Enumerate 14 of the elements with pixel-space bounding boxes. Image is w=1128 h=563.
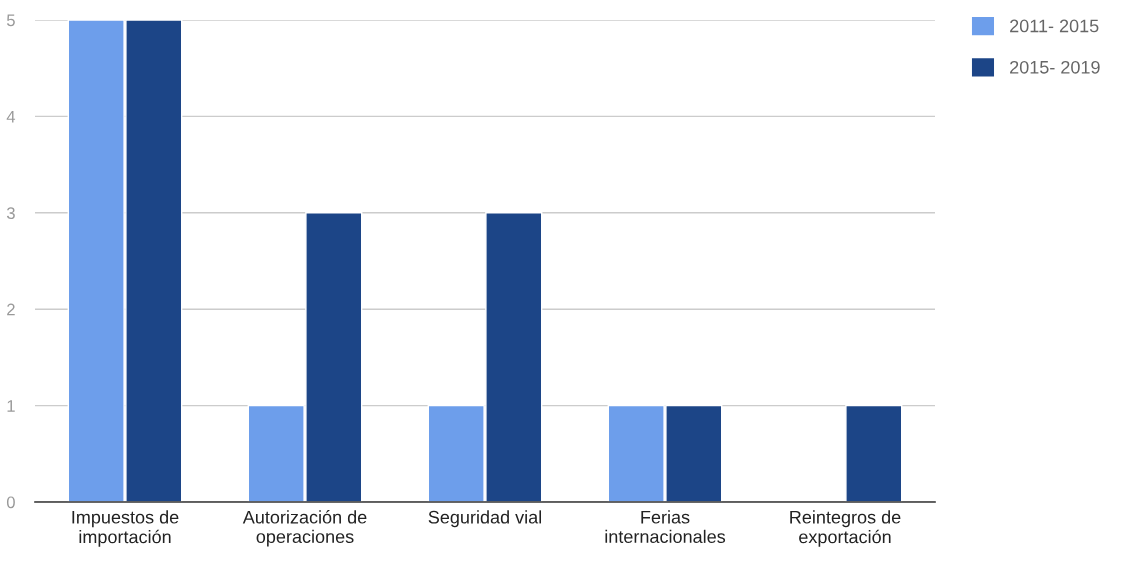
bar	[845, 404, 903, 502]
legend-label: 2011- 2015	[1010, 19, 1099, 33]
y-tick-label: 5	[6, 14, 15, 27]
y-tick-label: 1	[7, 400, 15, 412]
y-tick-label: 3	[6, 207, 15, 219]
x-tick-label: Ferias internacionales	[605, 510, 726, 544]
x-tick-label: Reintegros de exportación	[790, 510, 901, 547]
y-tick-label: 2	[7, 303, 15, 316]
x-tick-label: Seguridad vial	[428, 510, 542, 528]
y-tick-label: 0	[6, 496, 15, 509]
x-tick-label: Impuestos de importación	[72, 510, 179, 547]
x-tick-label: Autorización de operaciones	[242, 510, 367, 547]
legend-label: 2015- 2019	[1010, 60, 1100, 74]
y-tick-label: 4	[6, 110, 16, 123]
